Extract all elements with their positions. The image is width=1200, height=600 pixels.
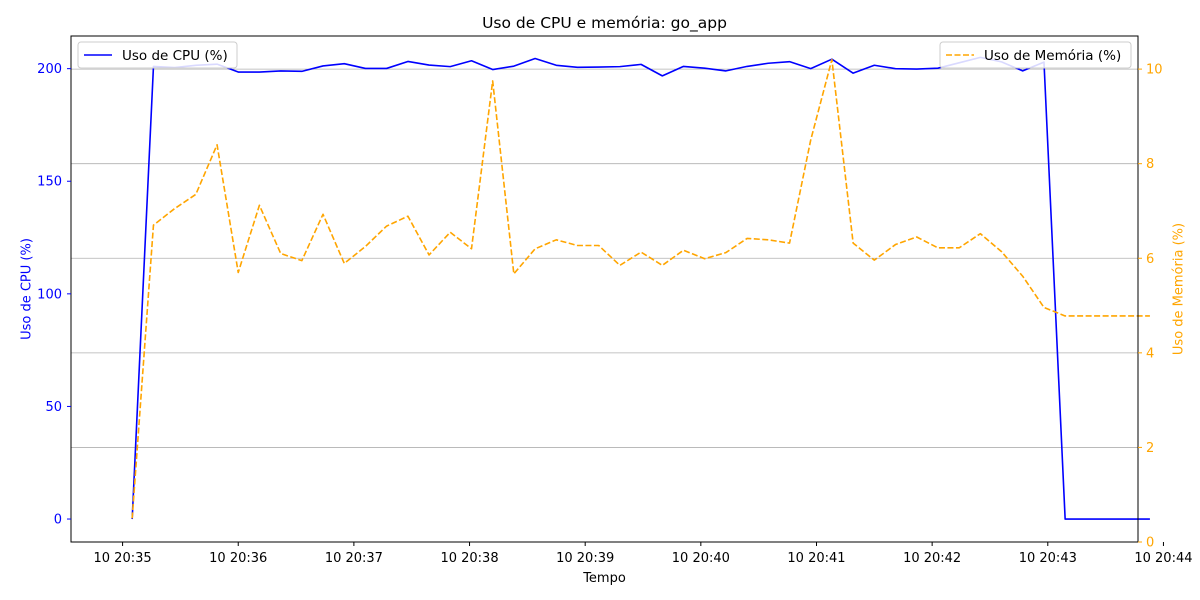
- plot-frame: [70, 35, 1139, 543]
- y-left-tick-label: 200: [37, 62, 62, 77]
- x-axis-label: Tempo: [582, 571, 626, 586]
- y-right-tick-label: 2: [1146, 441, 1154, 456]
- x-tick-label: 10 20:36: [209, 551, 267, 566]
- x-tick-label: 10 20:43: [1019, 551, 1077, 566]
- y-left-axis-label: Uso de CPU (%): [20, 238, 35, 340]
- y-right-tick-label: 4: [1146, 346, 1154, 361]
- y-right-tick-label: 0: [1146, 536, 1154, 551]
- y-right-axis-label: Uso de Memória (%): [1172, 223, 1187, 355]
- y-left-tick-label: 150: [37, 175, 62, 190]
- y-left-tick-label: 0: [54, 513, 62, 528]
- y-right-tick-label: 6: [1146, 252, 1154, 267]
- x-tick-label: 10 20:42: [903, 551, 961, 566]
- legend-cpu: Uso de CPU (%): [77, 41, 238, 69]
- y-right-tick-label: 10: [1146, 63, 1163, 78]
- x-tick-label: 10 20:41: [787, 551, 845, 566]
- legend-cpu-label: Uso de CPU (%): [122, 48, 228, 64]
- x-tick-label: 10 20:35: [94, 551, 152, 566]
- x-tick-label: 10 20:44: [1134, 551, 1192, 566]
- legend-memory: Uso de Memória (%): [939, 41, 1132, 69]
- y-left-tick-label: 100: [37, 287, 62, 302]
- x-tick-label: 10 20:37: [325, 551, 383, 566]
- memory-usage-line: [131, 58, 1150, 519]
- x-tick-label: 10 20:40: [672, 551, 730, 566]
- chart-title: Uso de CPU e memória: go_app: [482, 14, 727, 33]
- y-right-tick-label: 8: [1146, 157, 1154, 172]
- y-left-tick-label: 50: [45, 400, 62, 415]
- x-tick-label: 10 20:38: [440, 551, 498, 566]
- legend-memory-label: Uso de Memória (%): [984, 48, 1121, 64]
- x-tick-label: 10 20:39: [556, 551, 614, 566]
